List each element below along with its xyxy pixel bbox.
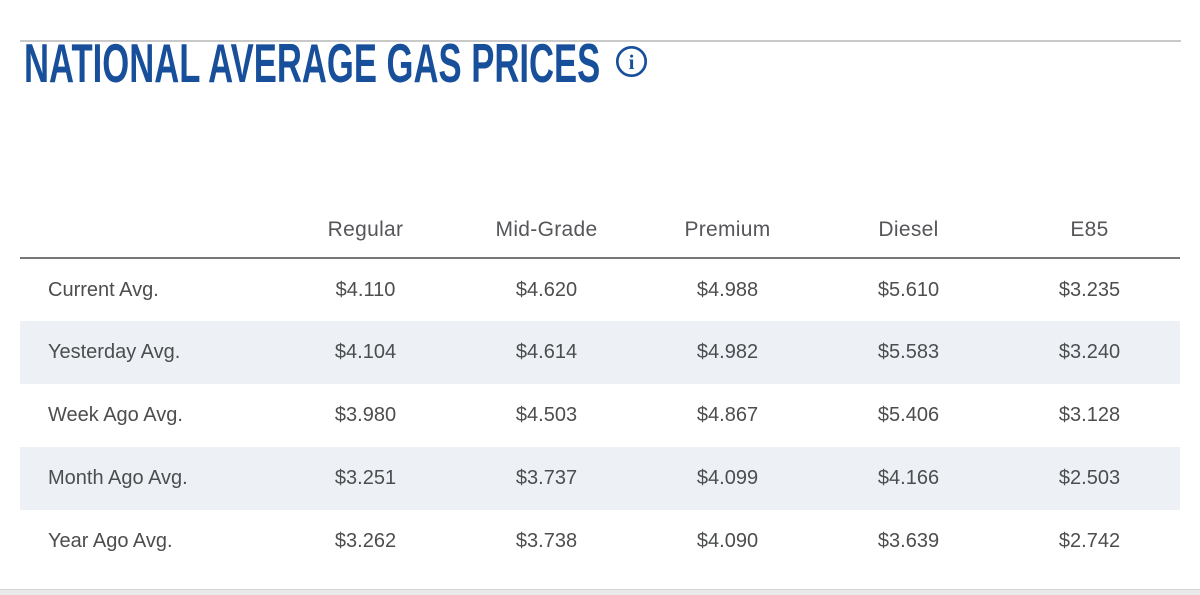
price-cell: $3.738 <box>515 530 578 552</box>
table-row-month-ago-avg: Month Ago Avg. $3.251 $3.737 $4.099 $4.1… <box>20 447 1180 510</box>
row-label: Current Avg. <box>48 278 159 301</box>
column-header-diesel: Diesel <box>818 201 999 259</box>
price-cell: $2.503 <box>1058 467 1121 489</box>
price-cell: $2.742 <box>1058 530 1121 552</box>
price-cell: $3.639 <box>877 530 940 552</box>
page-header: NATIONAL AVERAGE GAS PRICES i <box>24 36 1200 91</box>
price-cell: $4.104 <box>334 341 397 363</box>
price-cell: $3.128 <box>1058 404 1121 426</box>
column-header-e85: E85 <box>999 201 1180 259</box>
next-section-edge <box>0 589 1200 595</box>
table-row-week-ago-avg: Week Ago Avg. $3.980 $4.503 $4.867 $5.40… <box>20 384 1180 447</box>
row-label: Year Ago Avg. <box>48 530 173 552</box>
row-label: Month Ago Avg. <box>48 467 188 489</box>
price-cell: $4.166 <box>877 467 940 489</box>
price-cell: $4.982 <box>696 341 759 363</box>
column-header-regular: Regular <box>275 201 456 259</box>
price-cell: $3.980 <box>334 404 397 426</box>
price-cell: $5.583 <box>877 341 940 363</box>
table-header-row: Regular Mid-Grade Premium Diesel E85 <box>20 201 1180 259</box>
column-header-midgrade: Mid-Grade <box>456 201 637 259</box>
column-header-blank <box>20 201 275 259</box>
price-cell: $4.110 <box>335 278 396 301</box>
price-cell: $4.988 <box>696 278 759 301</box>
svg-text:i: i <box>629 50 635 74</box>
price-cell: $4.614 <box>515 341 578 363</box>
price-cell: $5.610 <box>877 278 940 301</box>
price-cell: $3.235 <box>1058 278 1121 301</box>
top-divider-rule <box>20 40 1181 42</box>
price-cell: $4.503 <box>515 404 578 426</box>
price-cell: $3.262 <box>334 530 397 552</box>
price-cell: $3.737 <box>515 467 578 489</box>
page-title-text: NATIONAL AVERAGE GAS PRICES <box>24 32 601 94</box>
row-label: Yesterday Avg. <box>48 341 181 363</box>
page-title: NATIONAL AVERAGE GAS PRICES <box>24 36 607 91</box>
row-label: Week Ago Avg. <box>48 404 183 426</box>
price-cell: $4.099 <box>696 467 759 489</box>
table-row-year-ago-avg: Year Ago Avg. $3.262 $3.738 $4.090 $3.63… <box>20 510 1180 573</box>
price-cell: $3.251 <box>334 467 397 489</box>
gas-prices-table: Regular Mid-Grade Premium Diesel E85 Cur… <box>20 201 1180 573</box>
price-cell: $4.090 <box>696 530 759 552</box>
price-cell: $4.867 <box>696 404 759 426</box>
price-cell: $5.406 <box>877 404 940 426</box>
price-cell: $4.620 <box>515 278 578 301</box>
table-row-yesterday-avg: Yesterday Avg. $4.104 $4.614 $4.982 $5.5… <box>20 321 1180 384</box>
column-header-premium: Premium <box>637 201 818 259</box>
price-cell: $3.240 <box>1058 341 1121 363</box>
info-icon[interactable]: i <box>615 45 648 78</box>
table-row-current-avg: Current Avg. $4.110 $4.620 $4.988 $5.610… <box>20 258 1180 321</box>
